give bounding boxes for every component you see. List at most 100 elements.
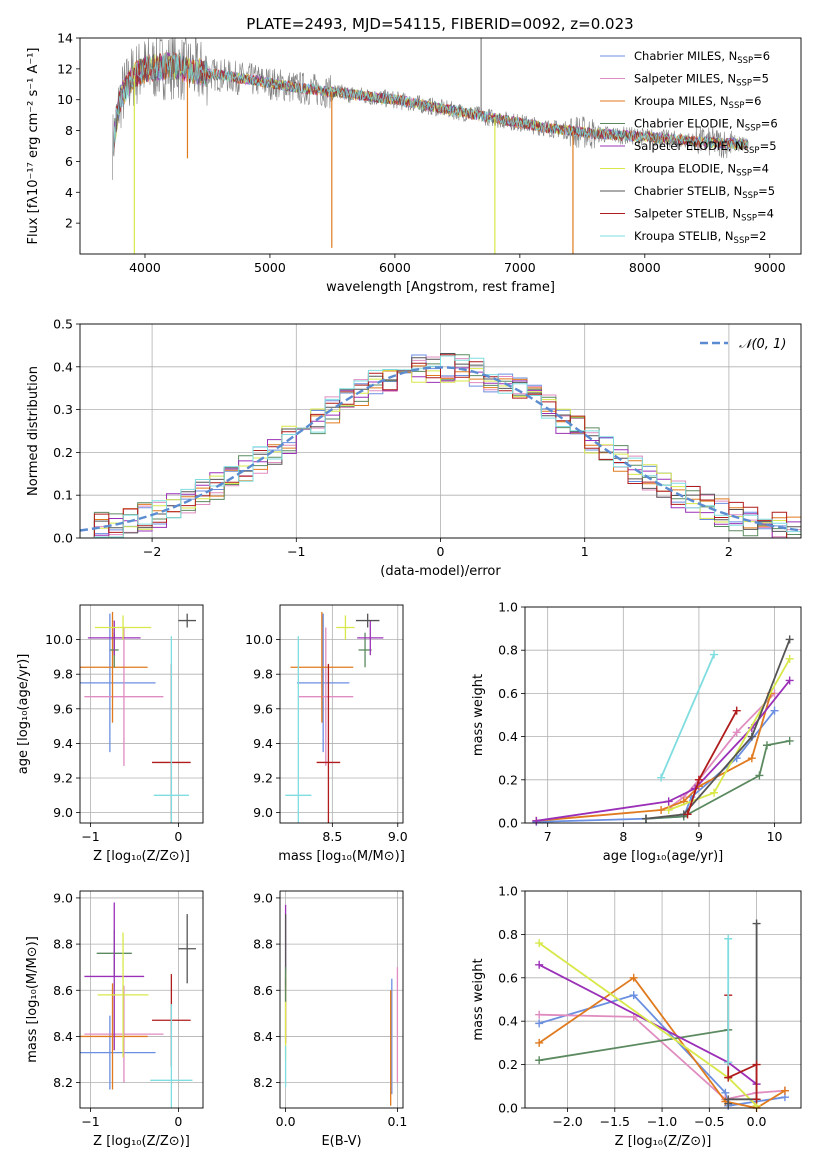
- y-tick-label: 10.0: [245, 632, 273, 647]
- x-tick-label: 0: [174, 829, 182, 844]
- plot-area: [80, 353, 801, 538]
- y-tick-label: 9.0: [253, 890, 273, 905]
- mass-weight-marker: [694, 775, 703, 784]
- y-tick-label: 1.0: [498, 884, 518, 899]
- x-tick-label: 8: [619, 829, 627, 844]
- figure-title: PLATE=2493, MJD=54115, FIBERID=0092, z=0…: [246, 15, 633, 33]
- mass-weight-marker: [724, 1095, 733, 1104]
- mass-weight-marker: [752, 1060, 761, 1069]
- mass-weight-marker: [657, 806, 666, 815]
- mass-weight-marker: [629, 991, 638, 1000]
- x-axis-label: Z [log₁₀(Z/Z⊙)]: [93, 1134, 190, 1149]
- y-axis-label: mass [log₁₀(M/M⊙)]: [25, 936, 40, 1063]
- x-tick-label: 6000: [379, 260, 411, 275]
- x-tick-label: 4000: [129, 260, 161, 275]
- mass-weight-line: [645, 639, 791, 820]
- x-tick-label: −1: [287, 544, 305, 559]
- y-tick-label: 9.0: [53, 890, 73, 905]
- y-tick-label: 9.0: [53, 805, 73, 820]
- y-tick-label: 0.6: [498, 686, 518, 701]
- mass-weight-line: [668, 692, 776, 809]
- x-axis-label: age [log₁₀(age/yr)]: [603, 849, 724, 864]
- axes-frame: [279, 604, 404, 824]
- mass-weight-marker: [664, 806, 673, 815]
- y-axis-label: Normed distribution: [26, 366, 41, 496]
- y-tick-label: 10.0: [45, 632, 73, 647]
- axes-frame: [524, 890, 802, 1109]
- mass-weight-marker: [683, 810, 692, 819]
- observed-spectrum: [112, 38, 749, 180]
- plot-area: [80, 902, 196, 1108]
- mass-weight-line: [536, 710, 776, 823]
- axes-frame: [79, 890, 204, 1109]
- panel-mass_vs_ebv: 0.0 0.1 8.2 8.4 8.6 8.8 9.0 E(B-V): [253, 890, 407, 1149]
- y-tick-label: 0.2: [498, 772, 518, 787]
- y-tick-label: 0.4: [53, 359, 73, 374]
- panel-age_vs_Z: −1 0 9.0 9.2 9.4 9.6 9.8 10.0 Z [log₁₀(Z/Z⊙)] age…: [16, 604, 204, 864]
- y-tick-label: 8.4: [53, 1029, 73, 1044]
- mass-weight-marker: [747, 754, 756, 763]
- y-tick-label: 0.8: [498, 643, 518, 658]
- mass-weight-line: [668, 658, 791, 811]
- legend-label: Kroupa MILES, NSSP=6: [634, 94, 761, 111]
- histogram-steps: [80, 355, 801, 538]
- y-tick-label: 0.6: [498, 970, 518, 985]
- panel-age_vs_mass: 8.5 9.0 9.0 9.2 9.4 9.6 9.8 10.0 mass [log₁₀(M/M…: [245, 604, 408, 864]
- mass-weight-marker: [535, 1010, 544, 1019]
- y-tick-label: 8.6: [253, 983, 273, 998]
- y-tick-label: 1.0: [498, 600, 518, 615]
- mass-weight-marker: [664, 797, 673, 806]
- x-tick-label: 0: [437, 544, 445, 559]
- y-tick-label: 9.6: [253, 701, 273, 716]
- y-tick-label: 8.8: [53, 937, 73, 952]
- y-tick-label: 9.6: [53, 701, 73, 716]
- mass-weight-marker: [657, 773, 666, 782]
- x-axis-label: Z [log₁₀(Z/Z⊙)]: [93, 849, 190, 864]
- y-tick-label: 10: [57, 92, 73, 107]
- mass-weight-marker: [785, 676, 794, 685]
- plot-area: [112, 38, 749, 254]
- y-tick-label: 0.4: [498, 1014, 518, 1029]
- gaussian-reference-curve: [80, 366, 801, 532]
- mass-weight-line: [538, 964, 758, 1085]
- mass-weight-marker: [535, 939, 544, 948]
- y-tick-label: 8: [65, 123, 73, 138]
- y-tick-label: 0.8: [498, 927, 518, 942]
- y-tick-label: 0.2: [53, 445, 73, 460]
- x-tick-label: 7: [544, 829, 552, 844]
- plot-area: [80, 611, 196, 823]
- y-tick-label: 8.4: [253, 1029, 273, 1044]
- axes-frame: [79, 323, 802, 539]
- y-tick-label: 8.6: [53, 983, 73, 998]
- legend-label: Salpeter STELIB, NSSP=4: [634, 207, 774, 224]
- axes-frame: [79, 37, 802, 255]
- gaussian-legend-label: 𝒩(0, 1): [739, 337, 786, 352]
- x-tick-label: −1: [81, 829, 99, 844]
- y-tick-label: 9.8: [53, 667, 73, 682]
- mass-weight-line: [539, 1029, 729, 1062]
- mass-weight-line: [536, 679, 791, 822]
- mass-weight-marker: [752, 1095, 761, 1104]
- y-tick-label: 4: [65, 185, 73, 200]
- x-tick-label: 8.5: [322, 829, 342, 844]
- x-tick-label: 10: [767, 829, 783, 844]
- y-tick-label: 2: [65, 216, 73, 231]
- y-tick-label: 12: [57, 61, 73, 76]
- panel-spectrum: 4000 5000 6000 7000 8000 9000 2 4 6 8 10 12 14 wavele…: [26, 31, 802, 295]
- mass-weight-marker: [732, 728, 741, 737]
- y-tick-label: 0.4: [498, 729, 518, 744]
- x-tick-label: −1.5: [600, 1114, 630, 1129]
- legend-label: Chabrier STELIB, NSSP=5: [634, 184, 775, 201]
- x-tick-label: 0.0: [276, 1114, 296, 1129]
- mass-weight-marker: [532, 816, 541, 825]
- y-tick-label: 6: [65, 154, 73, 169]
- x-tick-label: 9.0: [388, 829, 408, 844]
- mass-weight-line: [727, 923, 758, 1104]
- x-axis-label: Z [log₁₀(Z/Z⊙)]: [615, 1134, 712, 1149]
- mass-weight-marker: [785, 635, 794, 644]
- x-tick-label: 9: [695, 829, 703, 844]
- mass-weight-line: [660, 654, 715, 778]
- model-spectrum: [113, 53, 749, 153]
- plot-area: [284, 904, 399, 1106]
- y-tick-label: 9.4: [53, 736, 73, 751]
